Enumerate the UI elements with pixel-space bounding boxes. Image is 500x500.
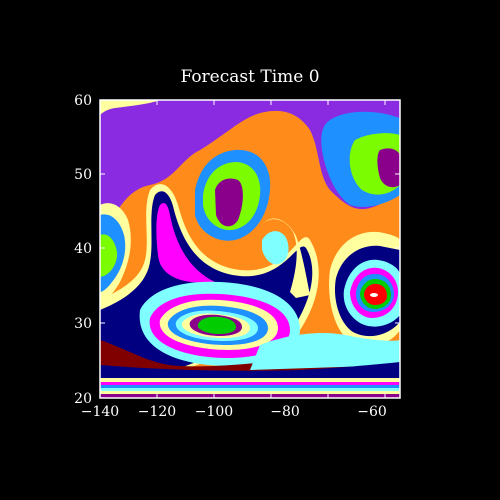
contour-band-cyan-southeast [250, 333, 400, 370]
x-tick-label: −80 [270, 404, 300, 420]
contour-center-white-east [370, 293, 378, 297]
contour-strip-cyan [100, 388, 400, 391]
contour-strip-blue [100, 385, 400, 388]
contour-band-cyan-notch [262, 231, 289, 265]
y-axis-ticks [100, 99, 400, 399]
x-axis-ticks [99, 100, 386, 398]
y-tick-label: 60 [74, 93, 92, 109]
contour-strip-cream [100, 378, 400, 382]
y-tick-label: 30 [74, 316, 92, 332]
y-tick-label: 50 [74, 167, 92, 183]
contour-band-green-south [197, 316, 236, 334]
contour-band-cream-notch [262, 218, 310, 298]
contour-band-cream-top [100, 100, 160, 115]
map-title: Forecast Time 0 [180, 67, 319, 87]
contour-band-magenta-sliver [156, 203, 215, 283]
y-tick-label: 20 [74, 391, 92, 407]
x-tick-label: −120 [138, 404, 176, 420]
y-tick-label: 40 [74, 241, 92, 257]
contour-strip-purple [100, 394, 400, 398]
x-tick-label: −140 [81, 404, 119, 420]
x-tick-label: −60 [357, 404, 387, 420]
contour-strip-magenta [100, 382, 400, 385]
contour-band-purple-ne [377, 148, 400, 188]
contour-band-lime-west [100, 234, 118, 277]
contour-field [100, 100, 400, 398]
map-frame [99, 99, 401, 399]
contour-band-purple-mid [215, 178, 243, 227]
contour-strip-cream-low [100, 391, 400, 394]
x-tick-label: −100 [195, 404, 233, 420]
